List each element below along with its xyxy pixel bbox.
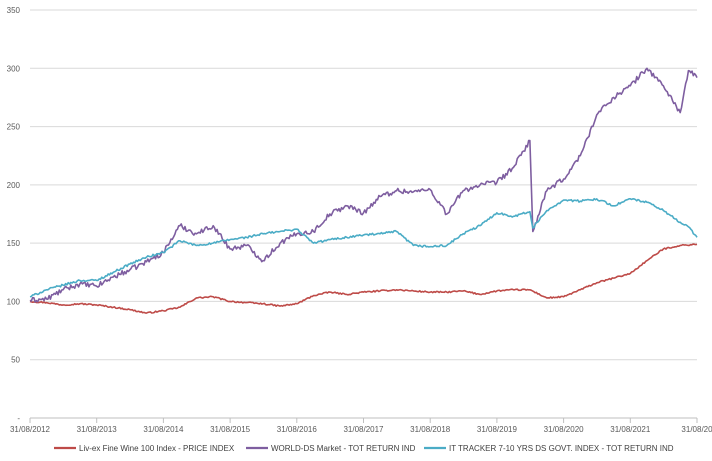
series-lines <box>29 67 698 314</box>
legend-label: WORLD-DS Market - TOT RETURN IND <box>271 444 416 453</box>
y-tick-label: 350 <box>7 6 21 15</box>
series-line <box>29 67 698 303</box>
x-tick-label: 31/08/2013 <box>77 425 118 434</box>
x-tick-label: 31/08/2018 <box>410 425 451 434</box>
x-tick-label: 31/08/20 <box>681 425 712 434</box>
x-tick-label: 31/08/2021 <box>610 425 651 434</box>
legend-label: IT TRACKER 7-10 YRS DS GOVT. INDEX - TOT… <box>449 444 674 453</box>
series-line <box>29 197 698 298</box>
y-tick-label: 200 <box>7 181 21 190</box>
x-tick-label: 31/08/2015 <box>210 425 251 434</box>
y-tick-label: 100 <box>7 297 21 306</box>
y-tick-label: 300 <box>7 64 21 73</box>
y-tick-label: 50 <box>11 356 20 365</box>
x-tick-label: 31/08/2012 <box>10 425 51 434</box>
x-tick-label: 31/08/2016 <box>277 425 318 434</box>
series-line <box>29 243 698 314</box>
x-tick-label: 31/08/2019 <box>477 425 518 434</box>
legend: Liv-ex Fine Wine 100 Index - PRICE INDEX… <box>54 444 674 453</box>
y-tick-label: 150 <box>7 239 21 248</box>
x-tick-label: 31/08/2014 <box>143 425 184 434</box>
gridlines <box>30 9 697 361</box>
x-axis-ticks: 31/08/2012 31/08/2013 31/08/2014 31/08/2015… <box>10 418 712 434</box>
y-tick-label: - <box>17 414 20 423</box>
y-axis-tick-labels: - 50 100 150 200 250 300 350 <box>7 6 21 423</box>
x-tick-label: 31/08/2020 <box>544 425 585 434</box>
legend-label: Liv-ex Fine Wine 100 Index - PRICE INDEX <box>79 444 235 453</box>
x-tick-label: 31/08/2017 <box>343 425 384 434</box>
y-tick-label: 250 <box>7 123 21 132</box>
